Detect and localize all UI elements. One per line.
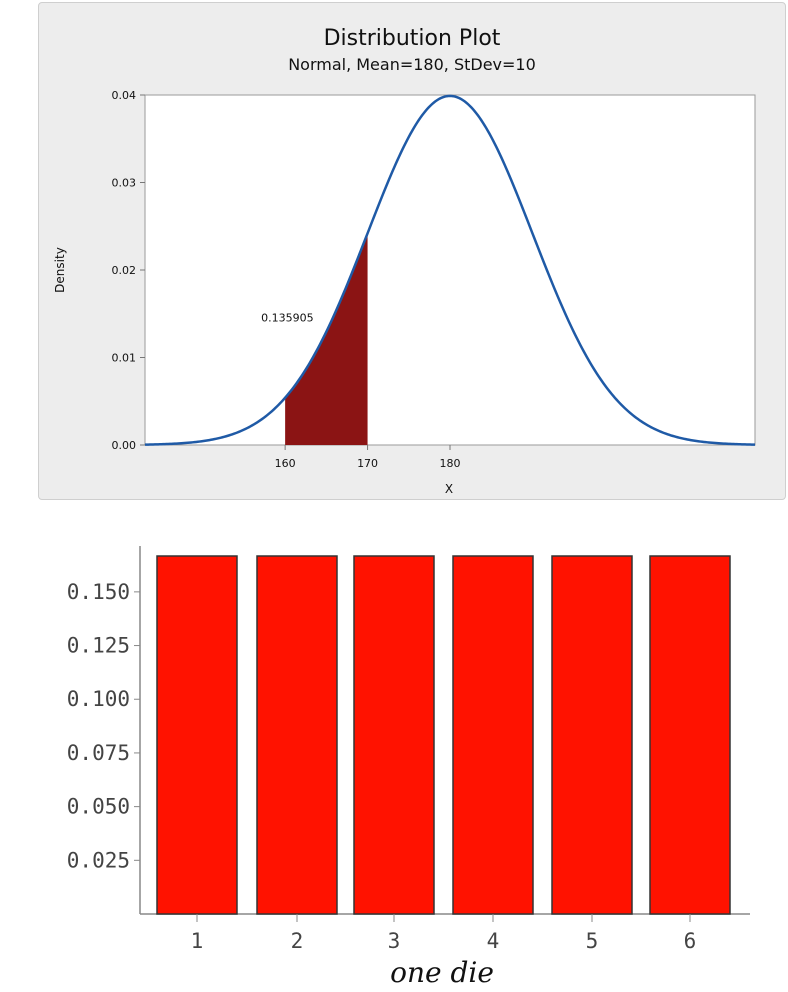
x-tick-label: 5	[586, 929, 599, 953]
y-tick-label: 0.03	[112, 177, 137, 190]
y-tick-label: 0.050	[67, 795, 130, 819]
bar	[156, 555, 238, 915]
distribution-plot: Distribution Plot Normal, Mean=180, StDe…	[53, 26, 756, 496]
x-tick-label: 2	[291, 929, 304, 953]
shaded-area-label: 0.135905	[261, 312, 314, 325]
y-tick-label: 0.125	[67, 634, 130, 658]
chart-subtitle: Normal, Mean=180, StDev=10	[288, 55, 536, 74]
x-tick-label: 170	[357, 457, 378, 470]
y-tick-label: 0.075	[67, 741, 130, 765]
bar	[649, 555, 731, 915]
x-tick-label: 3	[388, 929, 401, 953]
y-tick-label: 0.01	[112, 352, 137, 365]
x-tick-label: 4	[487, 929, 500, 953]
y-tick-label: 0.02	[112, 264, 137, 277]
chart-title: Distribution Plot	[324, 26, 501, 51]
y-tick-label: 0.150	[67, 580, 130, 604]
y-axis-label: Density	[53, 247, 67, 293]
y-tick-label: 0.100	[67, 687, 130, 711]
bar	[551, 555, 633, 915]
bar	[353, 555, 435, 915]
x-tick-label: 6	[684, 929, 697, 953]
density-curve	[144, 94, 756, 446]
y-tick-label: 0.04	[112, 89, 137, 102]
x-axis-label: one die	[390, 956, 494, 989]
bar	[452, 555, 534, 915]
x-tick-label: 180	[440, 457, 461, 470]
plot-area	[144, 94, 756, 446]
y-tick-label: 0.025	[67, 848, 130, 872]
bar	[256, 555, 338, 915]
x-tick-label: 1	[191, 929, 204, 953]
x-axis-label: X	[445, 482, 453, 496]
y-tick-label: 0.00	[112, 439, 137, 452]
x-tick-label: 160	[275, 457, 296, 470]
